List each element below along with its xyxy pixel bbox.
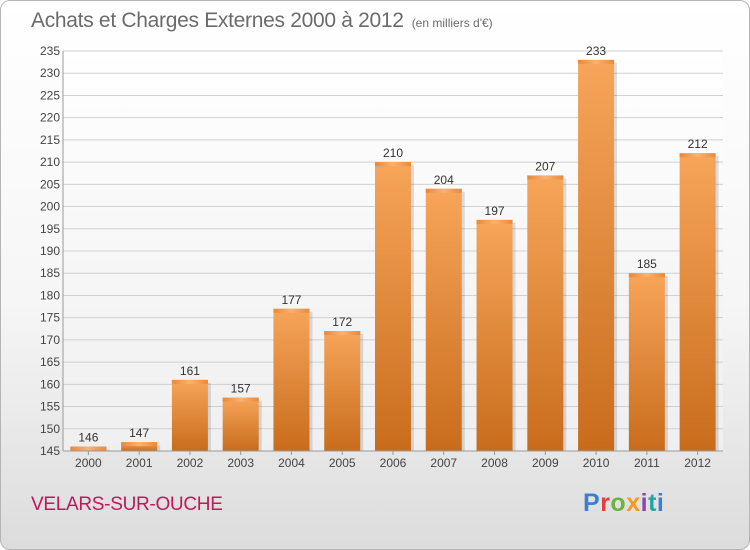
bar-value-label: 157 bbox=[231, 382, 251, 396]
bar-top bbox=[324, 331, 361, 335]
bar-top bbox=[121, 442, 158, 447]
bar bbox=[578, 59, 615, 452]
x-tick-label: 2008 bbox=[481, 456, 508, 470]
bar-value-label: 233 bbox=[586, 44, 606, 58]
y-tick-label: 175 bbox=[40, 311, 60, 325]
bar-top bbox=[70, 446, 107, 451]
bar-top bbox=[375, 162, 411, 167]
y-tick-label: 225 bbox=[40, 88, 60, 102]
bar-value-label: 197 bbox=[485, 204, 505, 218]
y-tick-label: 195 bbox=[40, 222, 60, 236]
x-tick-label: 2003 bbox=[227, 456, 254, 470]
bar-top bbox=[527, 175, 564, 180]
y-tick-label: 210 bbox=[40, 155, 60, 169]
y-tick-label: 215 bbox=[40, 133, 60, 147]
bar bbox=[527, 175, 564, 451]
bar bbox=[121, 442, 158, 451]
y-tick-label: 160 bbox=[40, 377, 60, 391]
bar-value-label: 207 bbox=[535, 159, 555, 173]
x-tick-label: 2002 bbox=[177, 456, 204, 470]
y-tick-label: 180 bbox=[40, 288, 60, 302]
bar-value-label: 204 bbox=[434, 173, 454, 187]
x-tick-label: 2011 bbox=[634, 456, 660, 470]
bar-value-label: 147 bbox=[129, 426, 149, 440]
x-tick-label: 2005 bbox=[329, 456, 356, 470]
x-tick-label: 2006 bbox=[380, 456, 407, 470]
y-tick-label: 170 bbox=[40, 333, 60, 347]
chart-unit: (en milliers d'€) bbox=[411, 16, 493, 30]
bar-value-label: 146 bbox=[78, 431, 98, 445]
bar-value-label: 177 bbox=[281, 293, 301, 307]
bar bbox=[222, 397, 259, 451]
x-tick-label: 2001 bbox=[126, 456, 153, 470]
y-tick-label: 235 bbox=[40, 44, 60, 58]
bar bbox=[679, 153, 716, 451]
bar-top bbox=[425, 188, 462, 193]
bar bbox=[476, 219, 513, 451]
bar-top bbox=[222, 397, 259, 402]
y-tick-label: 145 bbox=[40, 444, 60, 458]
bar-top bbox=[476, 219, 513, 224]
bar-value-label: 210 bbox=[383, 146, 403, 160]
bar bbox=[628, 273, 665, 451]
x-tick-label: 2004 bbox=[278, 456, 305, 470]
bar-value-label: 161 bbox=[180, 364, 200, 378]
x-tick-label: 2012 bbox=[684, 456, 711, 470]
x-tick-label: 2000 bbox=[75, 456, 102, 470]
bar-top bbox=[273, 308, 310, 313]
x-tick-label: 2010 bbox=[583, 456, 610, 470]
y-tick-label: 200 bbox=[40, 200, 60, 214]
y-tick-label: 230 bbox=[40, 66, 60, 80]
bar bbox=[171, 379, 208, 451]
y-tick-label: 165 bbox=[40, 355, 60, 369]
y-tick-label: 155 bbox=[40, 400, 60, 414]
bar-value-label: 185 bbox=[637, 257, 657, 271]
chart-title: Achats et Charges Externes 2000 à 2012 (e… bbox=[31, 9, 493, 33]
y-tick-label: 205 bbox=[40, 177, 60, 191]
bars: 146 147 161 157 177 172 210 204 197 207 233 185 212 bbox=[70, 44, 719, 452]
y-tick-label: 185 bbox=[40, 266, 60, 280]
x-axis: 2000 2001 2002 2003 2004 2005 2006 2007 2008 2009… bbox=[63, 450, 723, 470]
bar bbox=[425, 188, 462, 451]
y-tick-label: 190 bbox=[40, 244, 60, 258]
bar-top bbox=[679, 153, 716, 158]
bar-value-label: 212 bbox=[688, 137, 708, 151]
bar-top bbox=[171, 379, 208, 384]
y-tick-label: 150 bbox=[40, 422, 60, 436]
x-tick-label: 2007 bbox=[430, 456, 457, 470]
commune-name: VELARS-SUR-OUCHE bbox=[31, 494, 223, 515]
bar-top bbox=[578, 59, 615, 64]
y-axis: 145 150 155 160 165 170 175 180 185 190 195 200 205 2… bbox=[40, 44, 64, 458]
bar-value-label: 172 bbox=[332, 315, 352, 329]
bar bbox=[273, 308, 310, 451]
y-tick-label: 220 bbox=[40, 111, 60, 125]
x-tick-label: 2009 bbox=[532, 456, 559, 470]
chart-title-text: Achats et Charges Externes 2000 à 2012 bbox=[31, 9, 404, 32]
bar-top bbox=[628, 273, 665, 278]
bar bbox=[375, 162, 411, 451]
proxiti-logo: Proxiti bbox=[583, 489, 665, 517]
bar bbox=[324, 331, 361, 451]
